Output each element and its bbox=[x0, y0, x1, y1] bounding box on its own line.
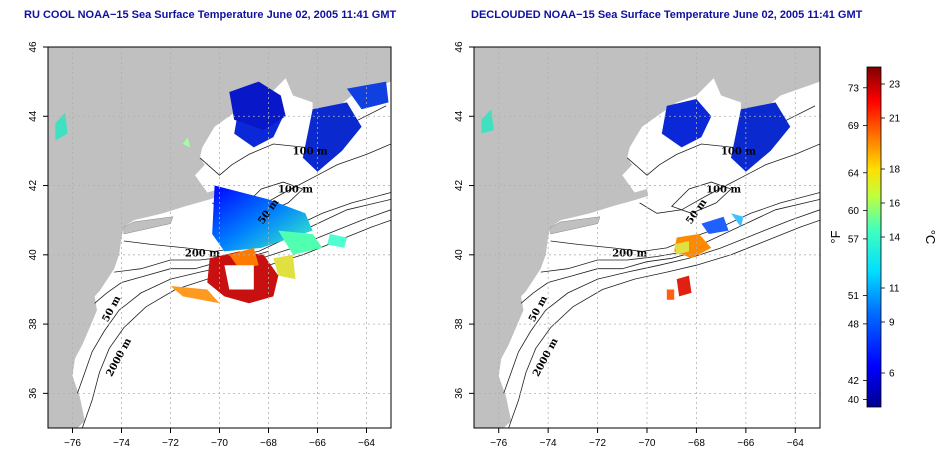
bathymetry-contour bbox=[503, 209, 820, 394]
colorbar: 73 69 64 60 57 51 48 42 40 23 21 18 16 14 11 9 6 °F °C bbox=[828, 66, 938, 408]
colorbar-f-label: 57 bbox=[848, 234, 860, 245]
contour-label: 2000 m bbox=[105, 336, 135, 379]
x-tick-label: −70 bbox=[211, 438, 228, 449]
colorbar-c-label: 9 bbox=[889, 318, 895, 329]
sst-data-layer bbox=[55, 81, 389, 304]
y-tick-label: 40 bbox=[28, 249, 39, 261]
right-map-panel: 100 m 100 m 50 m 200 m 50 m 2000 m −76 −74 −72 −7… bbox=[454, 41, 821, 449]
x-tick-label: −68 bbox=[260, 438, 277, 449]
sst-patch-mid bbox=[674, 241, 689, 255]
y-tick-label: 38 bbox=[454, 318, 465, 330]
x-tick-label: −70 bbox=[639, 438, 656, 449]
land-mass bbox=[474, 47, 820, 428]
bathymetry-contour bbox=[77, 209, 391, 394]
contour-label: 100 m bbox=[721, 146, 756, 157]
contour-label: 100 m bbox=[706, 184, 741, 195]
sst-patch-shelf bbox=[731, 213, 744, 228]
sst-patch-warm bbox=[170, 286, 220, 304]
contour-label: 50 m bbox=[527, 294, 550, 324]
colorbar-f-label: 51 bbox=[848, 291, 860, 302]
y-tick-label: 44 bbox=[28, 110, 39, 122]
sst-patch-mid bbox=[327, 234, 347, 248]
contour-label: 50 m bbox=[684, 197, 709, 227]
colorbar-f-label: 42 bbox=[848, 376, 860, 387]
right-map-title: DECLOUDED NOAA−15 Sea Surface Temperatur… bbox=[471, 9, 863, 21]
sst-patch-warm bbox=[229, 247, 259, 269]
y-tick-label: 38 bbox=[28, 318, 39, 330]
contour-label: 2000 m bbox=[531, 336, 561, 379]
colorbar-f-label: 64 bbox=[848, 168, 860, 179]
sst-patch-cold bbox=[731, 102, 791, 172]
y-tick-label: 36 bbox=[28, 387, 39, 399]
land-mass bbox=[48, 47, 391, 428]
sst-patch-mid bbox=[273, 254, 296, 280]
long-island bbox=[123, 216, 174, 235]
contour-label: 200 m bbox=[185, 249, 220, 260]
contour-label: 100 m bbox=[278, 184, 313, 195]
georges-bank-contour bbox=[670, 181, 732, 214]
fahrenheit-unit-label: °F bbox=[828, 230, 843, 243]
long-island bbox=[550, 216, 601, 235]
sst-patch-lake bbox=[481, 109, 494, 134]
sst-patch-lake bbox=[55, 112, 68, 141]
sst-patch-cold bbox=[346, 81, 389, 110]
contour-label: 100 m bbox=[293, 146, 328, 157]
colorbar-c-label: 18 bbox=[889, 165, 901, 176]
y-tick-label: 46 bbox=[28, 41, 39, 53]
x-tick-label: −72 bbox=[589, 438, 606, 449]
colorbar-c-label: 14 bbox=[889, 233, 901, 244]
colorbar-gradient bbox=[866, 66, 882, 408]
celsius-unit-label: °C bbox=[923, 230, 938, 245]
colorbar-f-label: 73 bbox=[848, 83, 860, 94]
left-map-title: RU COOL NOAA−15 Sea Surface Temperature … bbox=[24, 9, 397, 21]
colorbar-f-label: 40 bbox=[848, 395, 860, 406]
colorbar-f-label: 48 bbox=[848, 319, 860, 330]
y-tick-label: 42 bbox=[454, 180, 465, 192]
colorbar-f-label: 69 bbox=[848, 121, 860, 132]
sst-patch-cold bbox=[661, 99, 712, 148]
y-tick-label: 40 bbox=[454, 249, 465, 261]
colorbar-c-label: 23 bbox=[889, 80, 901, 91]
sst-patch-lake bbox=[182, 137, 191, 148]
sst-data-layer bbox=[481, 99, 791, 300]
sst-patch-cold bbox=[302, 102, 362, 172]
x-tick-label: −76 bbox=[490, 438, 507, 449]
graticule bbox=[474, 46, 820, 428]
x-tick-label: −64 bbox=[787, 438, 804, 449]
x-tick-label: −76 bbox=[64, 438, 81, 449]
bathymetry-contour bbox=[540, 199, 820, 273]
y-tick-label: 36 bbox=[454, 387, 465, 399]
y-tick-label: 46 bbox=[454, 41, 465, 53]
x-tick-label: −72 bbox=[162, 438, 179, 449]
bathymetry-contour bbox=[508, 219, 820, 428]
x-tick-label: −66 bbox=[737, 438, 754, 449]
colorbar-c-label: 16 bbox=[889, 199, 901, 210]
sst-patch-warm bbox=[676, 275, 692, 297]
x-tick-label: −68 bbox=[688, 438, 705, 449]
colorbar-c-label: 11 bbox=[889, 284, 900, 295]
sst-patch-cold bbox=[229, 81, 286, 131]
y-tick-label: 44 bbox=[454, 110, 465, 122]
x-tick-label: −74 bbox=[113, 438, 130, 449]
sst-patch-warm-edge bbox=[278, 230, 323, 255]
y-tick-label: 42 bbox=[28, 180, 39, 192]
x-tick-label: −64 bbox=[358, 438, 375, 449]
colorbar-c-label: 21 bbox=[889, 114, 901, 125]
sst-patch-shelf bbox=[701, 216, 729, 234]
x-tick-label: −74 bbox=[540, 438, 557, 449]
colorbar-c-label: 6 bbox=[889, 369, 895, 380]
contour-label: 50 m bbox=[101, 294, 124, 324]
x-tick-label: −66 bbox=[309, 438, 326, 449]
colorbar-f-label: 60 bbox=[848, 206, 860, 217]
sst-patch-warm bbox=[666, 289, 675, 300]
cloud-gap bbox=[224, 265, 254, 290]
contour-label: 200 m bbox=[612, 249, 647, 260]
bathymetry-contour bbox=[639, 143, 820, 214]
